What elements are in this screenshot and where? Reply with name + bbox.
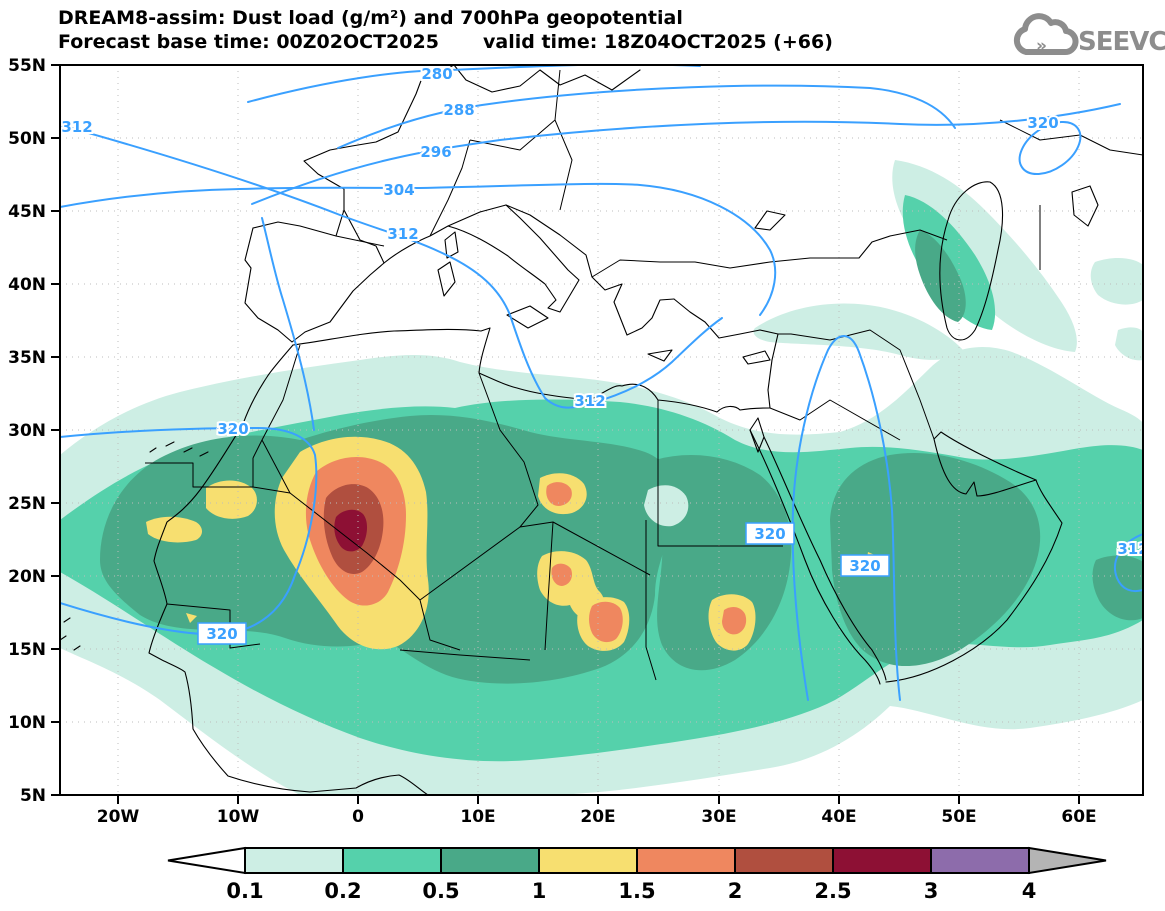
lon-tick-label: 30E <box>701 807 736 827</box>
latitude-axis: 55N 50N 45N 40N 35N 30N 25N 20N 15N 10N 5N <box>8 56 60 806</box>
contour-label: 320 <box>206 625 237 643</box>
logo-text: SEEVCCC <box>1078 27 1165 57</box>
lon-tick-label: 50E <box>941 807 976 827</box>
colorbar-label: 2.5 <box>814 879 851 903</box>
contour-label-box <box>840 554 890 577</box>
lon-tick-label: 60E <box>1061 807 1096 827</box>
longitude-axis: 20W 10W 0 10E 20E 30E 40E 50E 60E <box>97 795 1097 827</box>
colorbar-cell <box>440 847 540 874</box>
contour-label: 312 <box>387 225 418 243</box>
lat-tick-label: 40N <box>8 275 46 295</box>
lat-tick-label: 5N <box>20 786 46 806</box>
contour-296 <box>251 103 1121 205</box>
country-borders <box>145 69 1143 681</box>
lon-tick-label: 0 <box>352 807 364 827</box>
lat-tick-label: 25N <box>8 494 46 514</box>
contour-320-spain <box>261 217 315 431</box>
contour-label: 320 <box>849 557 880 575</box>
forecast-base-time: Forecast base time: 00Z02OCT2025 <box>58 31 439 53</box>
contour-label-box <box>197 622 247 645</box>
lat-tick-label: 30N <box>8 421 46 441</box>
lon-tick-label: 40E <box>821 807 856 827</box>
valid-time: valid time: 18Z04OCT2025 (+66) <box>483 31 833 53</box>
chart-title: DREAM8-assim: Dust load (g/m²) and 700hP… <box>58 7 683 29</box>
contour-312-east <box>1114 533 1143 593</box>
contour-label: 312 <box>61 118 92 136</box>
lat-tick-label: 55N <box>8 56 46 76</box>
seevccc-logo: » SEEVCCC <box>1013 13 1165 57</box>
colorbar-cell <box>930 847 1030 874</box>
colorbar-label: 4 <box>1022 879 1037 903</box>
dust-fill-layer <box>60 160 1143 795</box>
contour-320-mideast <box>791 335 901 701</box>
colorbar-arrow-left <box>167 846 246 875</box>
colorbar-label: 0.2 <box>324 879 361 903</box>
contour-label: 320 <box>217 420 248 438</box>
contour-labels: 280 288 296 304 312 312 312 320 320 320 320 320 312 <box>60 65 1148 645</box>
colorbar-cell <box>832 847 932 874</box>
contour-280 <box>247 65 701 103</box>
cloud-icon <box>1013 13 1079 56</box>
coastlines <box>60 65 1099 795</box>
contour-label-box <box>745 522 795 545</box>
contour-312-west <box>60 124 723 409</box>
colorbar-cell <box>734 847 834 874</box>
colorbar-label: 0.1 <box>226 879 263 903</box>
colorbar-cell <box>342 847 442 874</box>
colorbar-label: 0.5 <box>422 879 459 903</box>
chevron-icon: » <box>1036 36 1047 56</box>
lat-tick-label: 35N <box>8 348 46 368</box>
lat-tick-label: 10N <box>8 713 46 733</box>
lon-tick-label: 20E <box>580 807 615 827</box>
colorbar-label: 2 <box>728 879 743 903</box>
dust-load-colorbar: 0.1 0.2 0.5 1 1.5 2 2.5 3 4 <box>167 846 1107 903</box>
contour-304 <box>60 182 777 316</box>
lat-tick-label: 15N <box>8 640 46 660</box>
colorbar-cell <box>636 847 736 874</box>
lat-tick-label: 45N <box>8 202 46 222</box>
colorbar-arrow-right <box>1028 846 1107 875</box>
contour-label: 320 <box>754 525 785 543</box>
gridlines <box>60 65 1143 795</box>
contour-label: 320 <box>1027 114 1058 132</box>
lon-tick-label: 20W <box>97 807 140 827</box>
contour-label: 280 <box>421 65 452 83</box>
colorbar-cell <box>244 847 344 874</box>
contour-label: 304 <box>383 181 414 199</box>
contour-label: 296 <box>420 143 451 161</box>
colorbar-cell <box>538 847 638 874</box>
contour-label: 312 <box>574 392 605 410</box>
contour-label: 312 <box>1117 540 1148 558</box>
contour-label: 288 <box>443 101 474 119</box>
lat-tick-label: 20N <box>8 567 46 587</box>
colorbar-label: 1.5 <box>618 879 655 903</box>
lat-tick-label: 50N <box>8 129 46 149</box>
colorbar-label: 1 <box>532 879 547 903</box>
lon-tick-label: 10W <box>217 807 260 827</box>
contour-288 <box>337 84 956 149</box>
contour-320-closed <box>1018 120 1082 176</box>
lon-tick-label: 10E <box>460 807 495 827</box>
colorbar-label: 3 <box>924 879 939 903</box>
